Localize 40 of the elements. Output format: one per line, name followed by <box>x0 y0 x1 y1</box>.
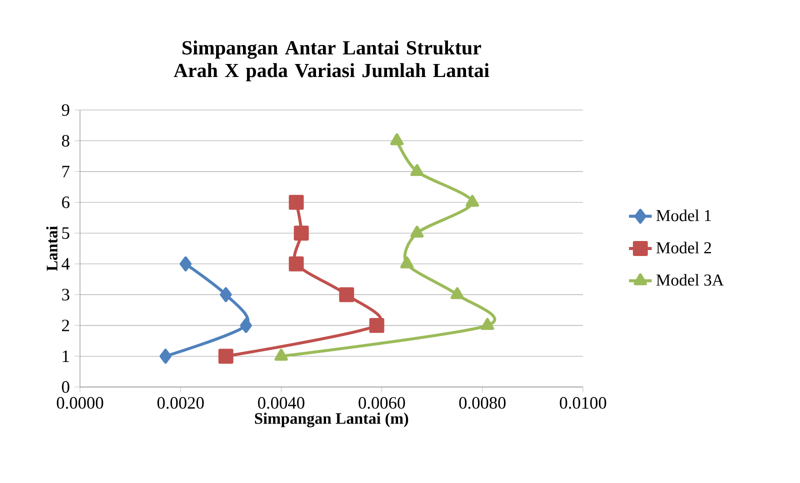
y-tick-label: 6 <box>62 196 70 208</box>
x-tick-label: 0.0020 <box>157 397 204 409</box>
point <box>466 194 480 207</box>
point <box>220 287 232 302</box>
y-axis-title: Lantai <box>46 226 58 271</box>
point <box>274 348 288 361</box>
point <box>218 348 234 364</box>
x-tick-label: 0.0000 <box>56 397 104 409</box>
y-tick-label: 4 <box>62 258 70 270</box>
y-tick-label: 7 <box>62 166 70 178</box>
point <box>294 226 309 241</box>
point <box>400 256 414 268</box>
point <box>410 226 424 238</box>
point <box>288 256 304 272</box>
point <box>450 287 464 300</box>
y-tick-label: 3 <box>62 288 70 300</box>
point <box>160 348 172 364</box>
point <box>339 287 354 302</box>
point <box>240 318 252 333</box>
point <box>369 318 384 333</box>
chart-title: Simpangan Antar Lantai Struktur Arah X pada Variasi Jumlah Lantai <box>174 40 490 82</box>
x-tick-label: 0.0080 <box>459 397 506 409</box>
point <box>480 318 494 330</box>
y-tick-label: 0 <box>62 381 70 393</box>
point <box>288 194 304 210</box>
y-tick-label: 5 <box>62 227 70 239</box>
x-axis-title: Simpangan Lantai (m) <box>255 412 408 428</box>
x-tick-label: 0.0100 <box>560 397 606 409</box>
point <box>180 256 192 272</box>
x-tick-label: 0.0060 <box>358 397 405 409</box>
y-tick-label: 9 <box>62 104 70 116</box>
x-tick-label: 0.0040 <box>258 397 304 409</box>
y-tick-label: 2 <box>62 320 70 332</box>
legend-label: Model 3A <box>656 274 724 286</box>
y-tick-label: 1 <box>62 350 69 362</box>
point <box>390 133 404 146</box>
legend-label: Model 2 <box>656 242 711 254</box>
point <box>410 164 424 176</box>
legend-label: Model 1 <box>656 209 711 222</box>
y-tick-label: 8 <box>62 134 70 147</box>
